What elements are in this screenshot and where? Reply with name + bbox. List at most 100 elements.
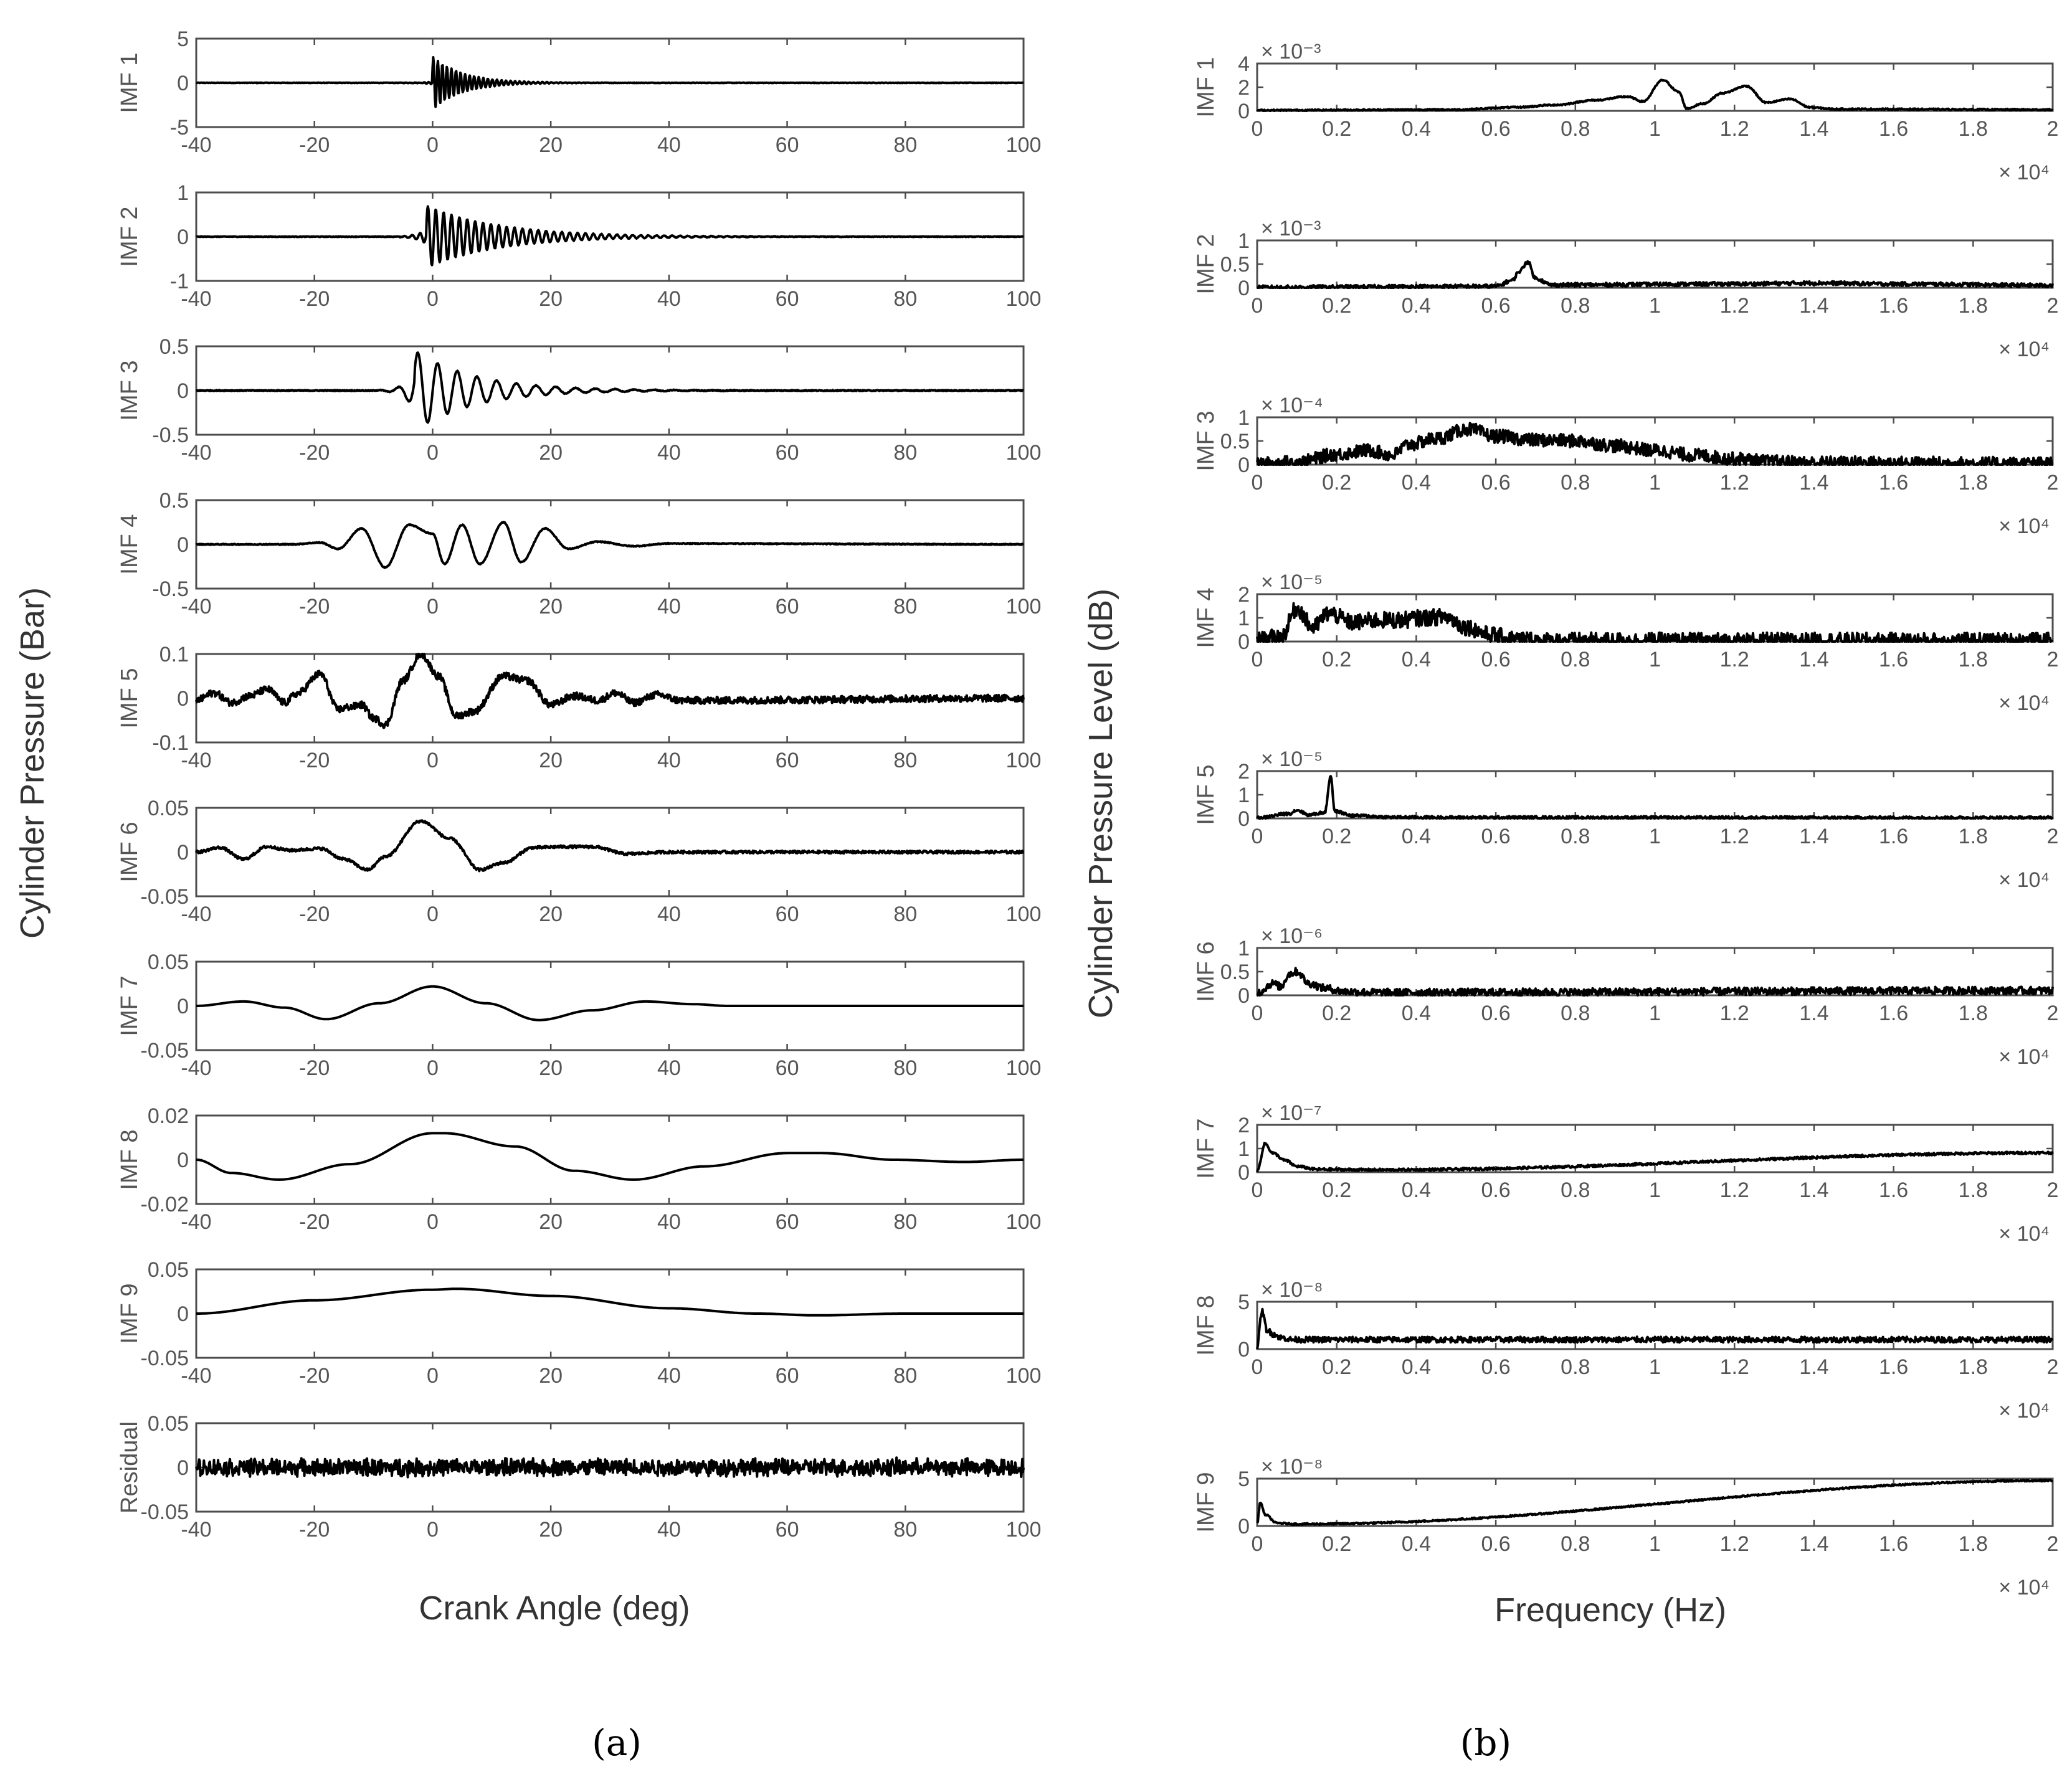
left-y-axis-label: Cylinder Pressure (Bar) (14, 587, 51, 939)
x-tick-label: 100 (1006, 287, 1042, 311)
left-subplot-imf-3: -40 -20 0 20 40 60 80 100 0.5 0 -0.5 IMF 3 (116, 335, 1041, 465)
x-tick-label: 20 (539, 1210, 563, 1234)
signal-line (195, 56, 1025, 108)
x-tick-label: -40 (181, 1056, 211, 1080)
signal-line (195, 985, 1025, 1021)
y-tick-label: 0 (177, 379, 189, 403)
y-tick-label: 0 (177, 841, 189, 865)
series-name-label: IMF 1 (116, 52, 143, 113)
y-tick-label: 0 (177, 533, 189, 557)
x-tick-label: 40 (657, 1518, 681, 1542)
signal-line (1256, 1307, 2054, 1350)
x-tick-label: 80 (893, 1210, 917, 1234)
x-tick-label: 80 (893, 1518, 917, 1542)
y-tick-label: 1 (1238, 937, 1250, 960)
x-tick-label: 0 (427, 441, 439, 465)
x-tick-label: 80 (893, 1056, 917, 1080)
x-tick-label: 0.8 (1561, 825, 1590, 848)
x-tick-label: 0 (427, 903, 439, 926)
x-tick-label: 40 (657, 1210, 681, 1234)
x-tick-label: 40 (657, 595, 681, 618)
x-tick-label: -20 (299, 1364, 330, 1388)
x-tick-label: 20 (539, 133, 563, 157)
x-tick-label: 0.8 (1561, 471, 1590, 495)
series-name-label: IMF 2 (1193, 234, 1219, 294)
series-name-label: IMF 1 (1193, 57, 1219, 117)
x-tick-label: -40 (181, 1518, 211, 1542)
x-tick-label: -20 (299, 1518, 330, 1542)
x-tick-label: 1.4 (1799, 1532, 1828, 1556)
series-name-label: IMF 2 (116, 206, 143, 267)
signal-line (1256, 1142, 2054, 1173)
y-tick-label: 4 (1238, 52, 1250, 76)
x-tick-label: 60 (776, 287, 799, 311)
x-tick-label: -20 (299, 441, 330, 465)
y-tick-label: 0.05 (148, 1412, 189, 1436)
series-name-label: IMF 9 (1193, 1472, 1219, 1532)
y-scale-annotation: × 10⁻⁸ (1261, 1278, 1323, 1302)
left-x-axis-label: Crank Angle (deg) (419, 1590, 690, 1627)
x-tick-label: 40 (657, 749, 681, 772)
y-tick-label: -0.02 (141, 1193, 189, 1216)
x-tick-label: 60 (776, 441, 799, 465)
x-tick-label: 1.6 (1879, 1355, 1908, 1379)
x-tick-label: 0.8 (1561, 1355, 1590, 1379)
y-tick-label: 0 (1238, 1338, 1250, 1362)
left-subplot-imf-2: -40 -20 0 20 40 60 80 100 1 0 -1 IMF 2 (116, 181, 1041, 311)
panel-label-b: (b) (1460, 1722, 1511, 1764)
x-tick-label: 100 (1006, 133, 1042, 157)
right-subplot-imf-8: 0 0.2 0.4 0.6 0.8 1 1.2 1.4 1.6 1.8 2 5 0 IMF 8 × 10⁻⁸… (1193, 1278, 2058, 1423)
series-name-label: Residual (116, 1421, 143, 1514)
x-tick-label: 0 (427, 287, 439, 311)
x-tick-label: 2 (2047, 825, 2059, 848)
x-tick-label: 60 (776, 1210, 799, 1234)
x-tick-label: 60 (776, 133, 799, 157)
x-tick-label: 0.6 (1481, 294, 1510, 318)
x-tick-label: 60 (776, 595, 799, 618)
x-tick-label: 100 (1006, 749, 1042, 772)
x-tick-label: 40 (657, 441, 681, 465)
x-tick-label: 0.2 (1322, 471, 1351, 495)
x-tick-label: 1.6 (1879, 117, 1908, 141)
x-tick-label: 0.2 (1322, 1178, 1351, 1202)
x-tick-label: 0.8 (1561, 648, 1590, 671)
signal-line (195, 1287, 1025, 1317)
x-tick-label: -20 (299, 749, 330, 772)
x-tick-label: -20 (299, 595, 330, 618)
y-tick-label: -0.05 (141, 885, 189, 909)
x-tick-label: 1 (1649, 294, 1661, 318)
x-tick-label: 0.6 (1481, 648, 1510, 671)
y-tick-label: -0.5 (152, 577, 189, 601)
x-tick-label: -20 (299, 133, 330, 157)
x-tick-label: 0.4 (1402, 294, 1431, 318)
x-tick-label: 2 (2047, 648, 2059, 671)
x-tick-label: 80 (893, 595, 917, 618)
left-subplot-imf-9: -40 -20 0 20 40 60 80 100 0.05 0 -0.05 IMF 9 (116, 1258, 1041, 1388)
y-tick-label: 0.05 (148, 797, 189, 820)
x-tick-label: 0.8 (1561, 1532, 1590, 1556)
x-tick-label: 1.8 (1959, 471, 1988, 495)
signal-line (1256, 602, 2054, 643)
left-subplot-imf-6: -40 -20 0 20 40 60 80 100 0.05 0 -0.05 IMF 6 (116, 797, 1041, 926)
series-name-label: IMF 7 (1193, 1118, 1219, 1178)
x-tick-label: 80 (893, 749, 917, 772)
y-tick-label: 0.5 (1220, 253, 1250, 277)
plot-frame (1256, 947, 2054, 997)
x-tick-label: 60 (776, 903, 799, 926)
x-tick-label: 0 (427, 133, 439, 157)
x-tick-label: 0.2 (1322, 825, 1351, 848)
right-y-axis-label: Cylinder Pressure Level (dB) (1082, 589, 1119, 1018)
y-tick-label: 0 (177, 1302, 189, 1326)
signal-line (195, 205, 1025, 267)
y-tick-label: 0 (177, 687, 189, 711)
x-tick-label: 1.6 (1879, 1532, 1908, 1556)
series-name-label: IMF 4 (1193, 587, 1219, 648)
x-tick-label: 0 (427, 1056, 439, 1080)
x-tick-label: 1.2 (1720, 294, 1749, 318)
x-tick-label: 1.4 (1799, 1355, 1828, 1379)
y-tick-label: 5 (1238, 1467, 1250, 1491)
